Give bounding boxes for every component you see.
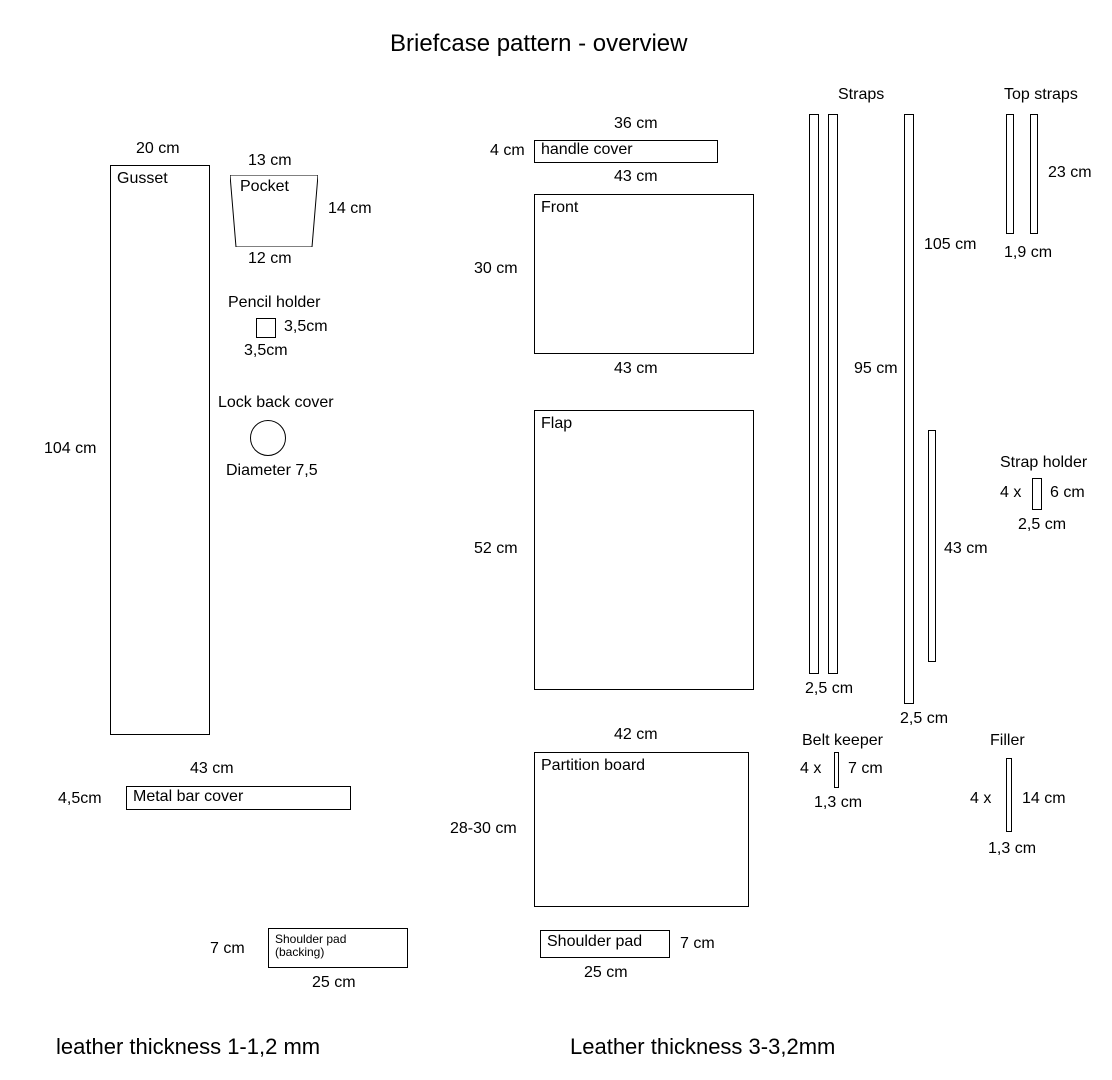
strap-pair1-width: 2,5 cm bbox=[805, 680, 853, 698]
shoulder-pad-width: 25 cm bbox=[584, 964, 628, 982]
front-width-bottom: 43 cm bbox=[614, 360, 658, 378]
pencil-holder-name: Pencil holder bbox=[228, 294, 321, 312]
belt-keeper-qty: 4 x bbox=[800, 760, 821, 778]
top-straps-name: Top straps bbox=[1004, 86, 1078, 104]
belt-keeper-h: 7 cm bbox=[848, 760, 883, 778]
strap-95-label: 95 cm bbox=[854, 360, 898, 378]
strap-1b bbox=[828, 114, 838, 674]
gusset-piece: Gusset bbox=[110, 165, 210, 735]
pocket-bottom-width: 12 cm bbox=[248, 250, 292, 268]
pocket-height: 14 cm bbox=[328, 200, 372, 218]
partition-height: 28-30 cm bbox=[450, 820, 517, 838]
flap-height: 52 cm bbox=[474, 540, 518, 558]
filler-name: Filler bbox=[990, 732, 1025, 750]
sp-backing-name: Shoulder pad(backing) bbox=[275, 933, 346, 959]
filler-piece bbox=[1006, 758, 1012, 832]
strap-holder-w: 2,5 cm bbox=[1018, 516, 1066, 534]
top-strap-2 bbox=[1030, 114, 1038, 234]
belt-keeper-w: 1,3 cm bbox=[814, 794, 862, 812]
handle-cover-name: handle cover bbox=[541, 141, 633, 159]
pencil-holder-w: 3,5cm bbox=[284, 318, 328, 336]
lock-back-name: Lock back cover bbox=[218, 394, 334, 412]
partition-width: 42 cm bbox=[614, 726, 658, 744]
strap-105-label: 105 cm bbox=[924, 236, 976, 254]
handle-cover-width: 36 cm bbox=[614, 115, 658, 133]
flap-name: Flap bbox=[541, 415, 572, 433]
gusset-name: Gusset bbox=[117, 170, 168, 188]
top-straps-h: 23 cm bbox=[1048, 164, 1092, 182]
straps-name: Straps bbox=[838, 86, 884, 104]
sp-backing-piece: Shoulder pad(backing) bbox=[268, 928, 408, 968]
front-piece: Front bbox=[534, 194, 754, 354]
lock-back-piece bbox=[250, 420, 286, 456]
belt-keeper-name: Belt keeper bbox=[802, 732, 883, 750]
shoulder-pad-piece: Shoulder pad bbox=[540, 930, 670, 958]
belt-keeper-piece bbox=[834, 752, 839, 788]
pattern-canvas: Briefcase pattern - overview 20 cm Gusse… bbox=[0, 0, 1112, 1080]
strap-holder-qty: 4 x bbox=[1000, 484, 1021, 502]
footer-right: Leather thickness 3-3,2mm bbox=[570, 1034, 835, 1060]
strap-short-h: 43 cm bbox=[944, 540, 988, 558]
sp-backing-height: 7 cm bbox=[210, 940, 245, 958]
lock-back-diameter: Diameter 7,5 bbox=[226, 462, 318, 480]
strap-holder-piece bbox=[1032, 478, 1042, 510]
handle-cover-height: 4 cm bbox=[490, 142, 525, 160]
strap-holder-h: 6 cm bbox=[1050, 484, 1085, 502]
pencil-holder-h: 3,5cm bbox=[244, 342, 288, 360]
metal-bar-width: 43 cm bbox=[190, 760, 234, 778]
top-straps-w: 1,9 cm bbox=[1004, 244, 1052, 262]
strap-short-w: 2,5 cm bbox=[900, 710, 948, 728]
top-strap-1 bbox=[1006, 114, 1014, 234]
sp-backing-width: 25 cm bbox=[312, 974, 356, 992]
metal-bar-piece: Metal bar cover bbox=[126, 786, 351, 810]
gusset-width-label: 20 cm bbox=[136, 140, 180, 158]
partition-piece: Partition board bbox=[534, 752, 749, 907]
footer-left: leather thickness 1-1,2 mm bbox=[56, 1034, 320, 1060]
front-name: Front bbox=[541, 199, 578, 217]
filler-w: 1,3 cm bbox=[988, 840, 1036, 858]
strap-holder-name: Strap holder bbox=[1000, 454, 1087, 472]
strap-2 bbox=[904, 114, 914, 704]
shoulder-pad-height: 7 cm bbox=[680, 935, 715, 953]
gusset-height-label: 104 cm bbox=[44, 440, 96, 458]
shoulder-pad-name: Shoulder pad bbox=[547, 933, 642, 951]
pocket-name: Pocket bbox=[240, 178, 289, 196]
metal-bar-name: Metal bar cover bbox=[133, 788, 243, 806]
front-height: 30 cm bbox=[474, 260, 518, 278]
pocket-top-width: 13 cm bbox=[248, 152, 292, 170]
metal-bar-height: 4,5cm bbox=[58, 790, 102, 808]
strap-short bbox=[928, 430, 936, 662]
handle-cover-piece: handle cover bbox=[534, 140, 718, 163]
partition-name: Partition board bbox=[541, 757, 645, 775]
pencil-holder-piece bbox=[256, 318, 276, 338]
filler-h: 14 cm bbox=[1022, 790, 1066, 808]
front-width-top: 43 cm bbox=[614, 168, 658, 186]
flap-piece: Flap bbox=[534, 410, 754, 690]
strap-1a bbox=[809, 114, 819, 674]
filler-qty: 4 x bbox=[970, 790, 991, 808]
page-title: Briefcase pattern - overview bbox=[390, 30, 687, 58]
